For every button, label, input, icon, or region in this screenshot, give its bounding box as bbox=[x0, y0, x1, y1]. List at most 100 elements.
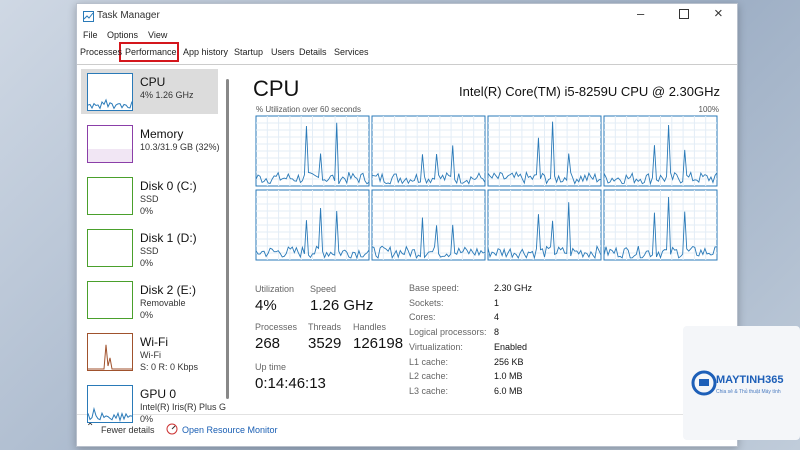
watermark-tagline: Chia sẻ & Thủ thuật Máy tính bbox=[716, 389, 781, 395]
sidebar-detail: S: 0 R: 0 Kbps bbox=[140, 362, 199, 372]
thumbnail bbox=[87, 73, 133, 111]
task-manager-window: Task Manager – × CPU Intel(R) Core(TM) i… bbox=[76, 3, 738, 447]
memory-fill bbox=[88, 149, 132, 162]
detail-value: 2.30 GHz bbox=[494, 283, 533, 293]
tab[interactable]: Services bbox=[334, 47, 369, 57]
thumbnail-frame bbox=[87, 177, 133, 215]
sidebar-detail: 0% bbox=[140, 258, 154, 268]
thumbnail-frame bbox=[87, 229, 133, 267]
sidebar-detail: Wi-Fi bbox=[140, 350, 161, 360]
stat-value: 3529 bbox=[308, 335, 342, 352]
graph-line bbox=[487, 121, 602, 185]
sidebar-name[interactable]: Disk 0 (C:) bbox=[140, 179, 197, 193]
tab[interactable]: App history bbox=[183, 47, 229, 57]
chevron: ⌃ bbox=[86, 422, 95, 433]
detail-value: 8 bbox=[494, 327, 500, 338]
detail-value: 256 KB bbox=[494, 356, 524, 367]
graph-line bbox=[487, 202, 602, 260]
stat-value: 0:14:46:13 bbox=[255, 375, 326, 392]
thumbnail bbox=[87, 281, 133, 319]
menu-item[interactable]: Options bbox=[107, 30, 139, 40]
stat-value: 4% bbox=[255, 297, 277, 314]
stat-value: 268 bbox=[255, 335, 281, 352]
detail-label: Cores: bbox=[409, 312, 436, 323]
detail-value: 4 bbox=[494, 312, 500, 323]
sidebar-detail: Removable bbox=[140, 298, 186, 308]
detail-label: Virtualization: bbox=[409, 341, 463, 352]
sidebar-detail: Intel(R) Iris(R) Plus G bbox=[140, 402, 227, 412]
stat-value: 1.26 GHz bbox=[310, 297, 374, 314]
watermark-brand: MAYTINH365 bbox=[716, 374, 784, 386]
sidebar-name[interactable]: CPU bbox=[140, 75, 166, 89]
watermark: MAYTINH365 Chia sẻ & Thủ thuật Máy tính bbox=[683, 326, 800, 440]
thumbnail-line bbox=[88, 344, 132, 370]
app-icon bbox=[83, 11, 94, 22]
stat-label: Utilization bbox=[255, 284, 295, 294]
tab[interactable]: Performance bbox=[125, 47, 177, 57]
graph-line bbox=[371, 217, 486, 260]
thumbnail bbox=[87, 333, 133, 371]
graph-line bbox=[603, 125, 718, 186]
stat-label: Handles bbox=[353, 322, 387, 332]
graph-line bbox=[255, 208, 370, 260]
sidebar-detail: 0% bbox=[140, 414, 154, 424]
tab[interactable]: Details bbox=[299, 47, 327, 57]
sidebar-name[interactable]: Disk 1 (D:) bbox=[140, 231, 197, 245]
window-title: Task Manager bbox=[97, 10, 160, 21]
cpu-model: Intel(R) Core(TM) i5-8259U CPU @ 2.30GHz bbox=[459, 84, 720, 99]
detail-value: Enabled bbox=[494, 341, 528, 352]
thumbnail-frame bbox=[87, 385, 133, 423]
thumbnail bbox=[87, 125, 133, 163]
detail-label: Logical processors: bbox=[409, 327, 487, 338]
tab[interactable]: Users bbox=[271, 47, 295, 57]
thumbnail-frame bbox=[87, 333, 133, 371]
menu-item[interactable]: View bbox=[148, 30, 168, 40]
detail-label: L3 cache: bbox=[409, 385, 449, 396]
detail-label: Sockets: bbox=[409, 297, 444, 308]
sidebar-name[interactable]: GPU 0 bbox=[140, 387, 177, 401]
stat-label: Threads bbox=[308, 322, 342, 332]
graph-max: 100% bbox=[698, 105, 719, 114]
cpu-graphs bbox=[255, 115, 718, 261]
thumbnail-line bbox=[87, 406, 133, 423]
sidebar-name[interactable]: Disk 2 (E:) bbox=[140, 283, 197, 297]
minimize-button[interactable]: – bbox=[637, 6, 645, 21]
resource-monitor-link[interactable]: Open Resource Monitor bbox=[182, 425, 278, 435]
close-button[interactable]: × bbox=[714, 5, 723, 22]
thumbnail bbox=[87, 177, 133, 215]
tab[interactable]: Startup bbox=[234, 47, 264, 57]
graph-line bbox=[603, 196, 718, 260]
main-title: CPU bbox=[253, 76, 300, 101]
sidebar-name[interactable]: Wi-Fi bbox=[140, 335, 168, 349]
sidebar-detail: 0% bbox=[140, 310, 154, 320]
thumbnail-frame bbox=[87, 281, 133, 319]
sidebar-detail: 4% 1.26 GHz bbox=[140, 90, 194, 100]
scrollbar bbox=[226, 79, 229, 399]
thumbnail bbox=[87, 385, 133, 423]
sidebar-detail: 10.3/31.9 GB (32%) bbox=[140, 142, 220, 152]
footer-divider bbox=[77, 414, 737, 415]
thumbnail-line bbox=[87, 98, 133, 110]
watermark-logo bbox=[691, 370, 717, 396]
stat-label: Up time bbox=[255, 362, 287, 372]
detail-value: 1 bbox=[494, 297, 500, 308]
monitor-icon bbox=[166, 423, 178, 435]
stat-label: Processes bbox=[255, 322, 298, 332]
thumbnail bbox=[87, 229, 133, 267]
tab-divider bbox=[77, 64, 737, 65]
tab[interactable]: Processes bbox=[80, 47, 123, 57]
sidebar-detail: SSD bbox=[140, 246, 159, 256]
fewer-details[interactable]: Fewer details bbox=[101, 425, 155, 435]
sidebar-name[interactable]: Memory bbox=[140, 127, 184, 141]
graph-line bbox=[371, 145, 486, 185]
sidebar-detail: 0% bbox=[140, 206, 154, 216]
stat-value: 126198 bbox=[353, 335, 404, 352]
maximize-button[interactable] bbox=[679, 9, 689, 19]
menu-item[interactable]: File bbox=[83, 30, 98, 40]
graph-line bbox=[255, 122, 370, 185]
sidebar-detail: SSD bbox=[140, 194, 159, 204]
detail-label: L2 cache: bbox=[409, 371, 449, 382]
detail-value: 6.0 MB bbox=[494, 385, 523, 396]
